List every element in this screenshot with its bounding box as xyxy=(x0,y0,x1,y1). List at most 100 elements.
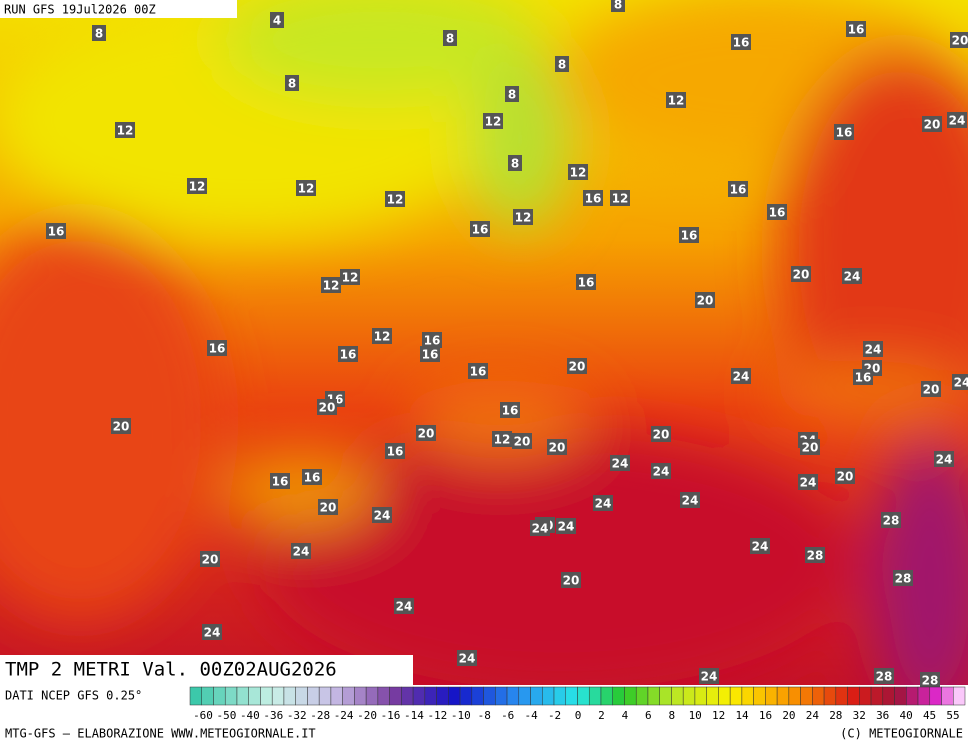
temperature-label: 20 xyxy=(837,470,854,484)
temperature-label: 20 xyxy=(653,428,670,442)
label-box xyxy=(695,292,715,308)
label-box xyxy=(666,92,686,108)
colorbar-label: 55 xyxy=(946,709,959,722)
colorbar: -60 -50 -40 -36 -32 -28 -24 -20 -16 -14 -12 -10 -8 -6… xyxy=(189,686,966,722)
colorbar-swatch xyxy=(224,686,238,706)
colorbar-label: 4 xyxy=(622,709,629,722)
colorbar-swatch xyxy=(671,686,684,706)
colorbar-swatch xyxy=(283,686,296,706)
map-label: 16 xyxy=(679,227,699,243)
temperature-label: 24 xyxy=(800,476,817,490)
temperature-label: 4 xyxy=(273,14,281,28)
map-label: 24 xyxy=(291,543,311,559)
temperature-label: 16 xyxy=(209,342,226,356)
label-box xyxy=(922,116,942,132)
map-label: 12 xyxy=(321,277,341,293)
map-label: 16 xyxy=(767,204,787,220)
label-box xyxy=(791,266,811,282)
temperature-label: 8 xyxy=(446,32,454,46)
colorbar-label: 36 xyxy=(876,709,889,722)
colorbar-swatch xyxy=(929,686,942,706)
colorbar-label: 12 xyxy=(712,709,725,722)
map-label: 12 xyxy=(483,113,503,129)
temperature-label: 20 xyxy=(113,420,130,434)
colorbar-label: -6 xyxy=(501,709,514,722)
colorbar-swatch xyxy=(260,686,273,706)
label-box xyxy=(853,369,873,385)
colorbar-label: 20 xyxy=(782,709,795,722)
map-label: 16 xyxy=(728,181,748,197)
temperature-label: 8 xyxy=(95,27,103,41)
map-label: 24 xyxy=(750,538,770,554)
temperature-label: 28 xyxy=(883,514,900,528)
colorbar-swatch xyxy=(436,686,449,706)
temperature-label: 16 xyxy=(424,334,441,348)
map-label: 24 xyxy=(699,668,719,684)
temperature-label: 16 xyxy=(855,371,872,385)
map-label: 24 xyxy=(842,268,862,284)
map-label: 16 xyxy=(270,473,290,489)
label-box xyxy=(321,277,341,293)
temperature-label: 20 xyxy=(418,427,435,441)
map-label: 20 xyxy=(695,292,715,308)
colorbar-swatch xyxy=(553,686,567,706)
map-label: 12 xyxy=(296,180,316,196)
credit: MTG-GFS — ELABORAZIONE WWW.METEOGIORNALE… xyxy=(5,727,316,741)
map-label: 16 xyxy=(500,402,520,418)
colorbar-swatch xyxy=(518,686,531,706)
map-label: 16 xyxy=(46,223,66,239)
temperature-label: 24 xyxy=(374,509,391,523)
map-label: 20 xyxy=(416,425,436,441)
map-label: 16 xyxy=(468,363,488,379)
temperature-label: 20 xyxy=(549,441,566,455)
colorbar-swatch xyxy=(823,686,837,706)
map-label: 20 xyxy=(922,116,942,132)
colorbar-swatch xyxy=(941,686,954,706)
map-label: 8 xyxy=(92,25,106,41)
temperature-label: 16 xyxy=(836,126,853,140)
colorbar-swatch xyxy=(647,686,660,706)
temperature-label: 12 xyxy=(612,192,629,206)
label-box xyxy=(385,191,405,207)
temperature-label: 16 xyxy=(733,36,750,50)
colorbar-label: 10 xyxy=(689,709,702,722)
map-label: 24 xyxy=(610,455,630,471)
label-box xyxy=(443,30,457,46)
colorbar-label: 8 xyxy=(668,709,675,722)
temperature-label: 24 xyxy=(733,370,750,384)
map-label: 28 xyxy=(881,512,901,528)
label-box xyxy=(947,112,967,128)
header-box xyxy=(0,0,237,18)
colorbar-swatch xyxy=(201,686,214,706)
colorbar-swatch xyxy=(412,686,426,706)
colorbar-swatch xyxy=(271,686,285,706)
label-box xyxy=(385,443,405,459)
temperature-label: 12 xyxy=(117,124,134,138)
temperature-label: 16 xyxy=(340,348,357,362)
map-label: 24 xyxy=(556,518,576,534)
colorbar-swatch xyxy=(506,686,520,706)
temperature-label: 20 xyxy=(320,501,337,515)
map-label: 16 xyxy=(846,21,866,37)
label-box xyxy=(934,451,954,467)
colorbar-swatch xyxy=(729,686,743,706)
map-label: 20 xyxy=(800,439,820,455)
map-label: 24 xyxy=(372,507,392,523)
label-box xyxy=(881,512,901,528)
label-box xyxy=(318,499,338,515)
label-box xyxy=(115,122,135,138)
temperature-label: 24 xyxy=(204,626,221,640)
map-label: 16 xyxy=(207,340,227,356)
colorbar-swatch xyxy=(835,686,848,706)
label-box xyxy=(874,668,894,684)
map-label: 20 xyxy=(317,399,337,415)
map-label: 28 xyxy=(893,570,913,586)
temperature-label: 24 xyxy=(558,520,575,534)
label-box xyxy=(46,223,66,239)
colorbar-swatch xyxy=(577,686,590,706)
temperature-label: 24 xyxy=(865,343,882,357)
label-box xyxy=(767,204,787,220)
label-box xyxy=(731,34,751,50)
temperature-label: 24 xyxy=(844,270,861,284)
map-label: 12 xyxy=(513,209,533,225)
